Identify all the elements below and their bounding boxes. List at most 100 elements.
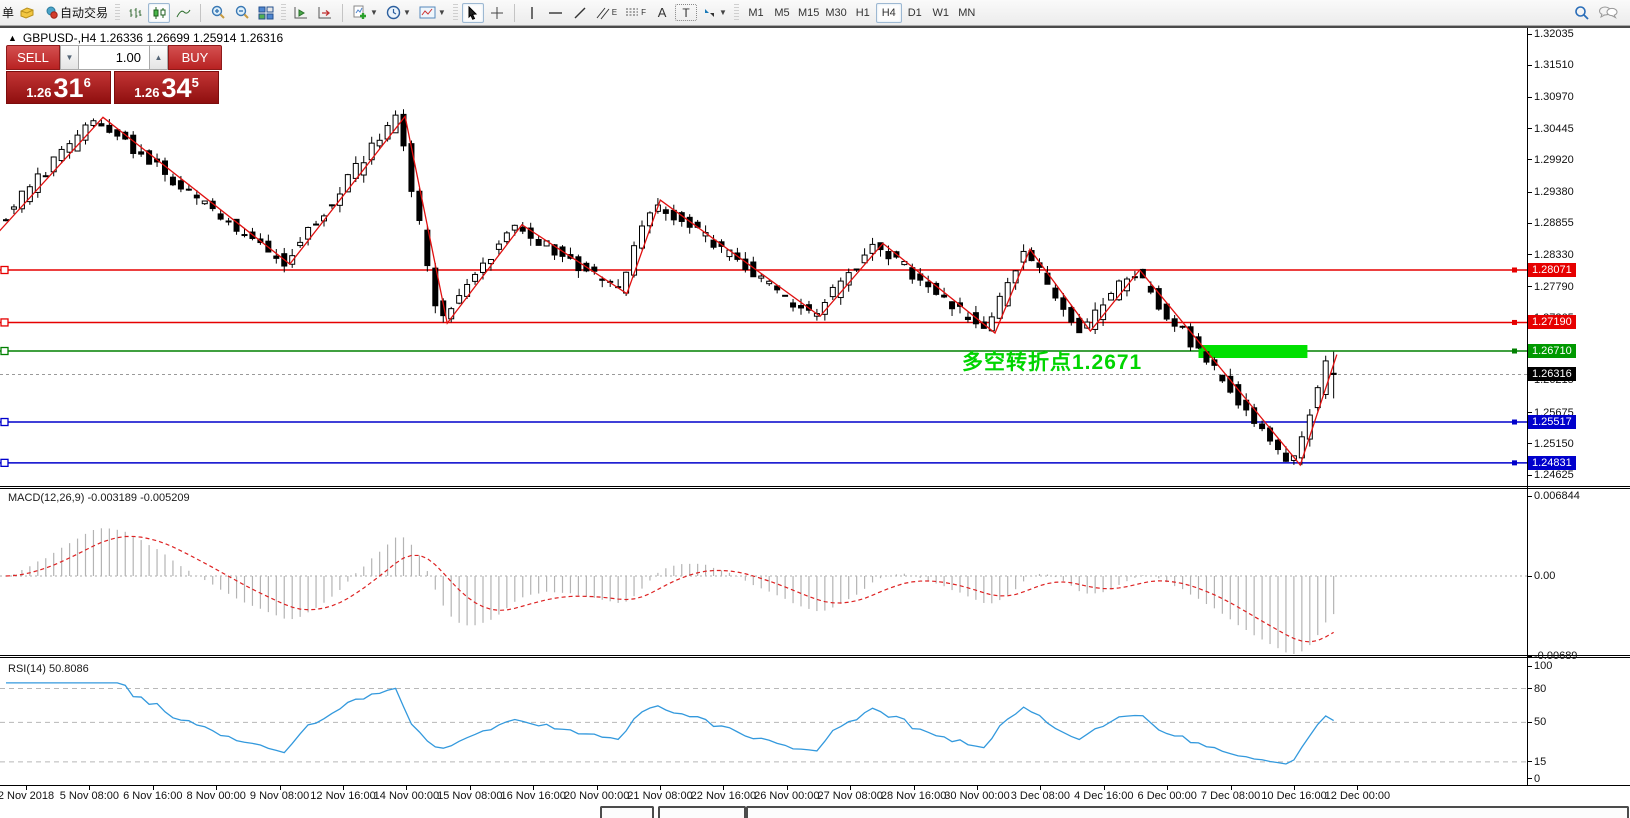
text-label-tool[interactable]: T: [675, 4, 698, 21]
zoom-in-button[interactable]: [207, 3, 229, 23]
main-chart-canvas[interactable]: [0, 27, 1527, 486]
candlestick-chart-icon: [153, 6, 166, 19]
buy-price-display[interactable]: 1.26 34 5: [114, 71, 219, 104]
chart-tab[interactable]: [746, 806, 1629, 818]
period-button[interactable]: ▼: [383, 3, 414, 23]
rsi-canvas[interactable]: [0, 659, 1527, 784]
chart-window-tabs: [0, 806, 1630, 818]
timeframe-m15[interactable]: M15: [797, 6, 820, 19]
x-axis-date-label: 30 Nov 00:00: [944, 790, 1010, 802]
chat-icon[interactable]: [1598, 5, 1618, 20]
x-axis-tick: [216, 786, 218, 790]
bar-chart-button[interactable]: [124, 3, 146, 23]
sell-price-big: 31: [53, 73, 84, 103]
timeframe-h4[interactable]: H4: [875, 2, 902, 23]
crosshair-button[interactable]: [486, 3, 508, 23]
volume-input[interactable]: 1.00: [79, 45, 149, 70]
dropdown-arrow-icon: ▼: [719, 8, 727, 17]
autotrading-button[interactable]: 自动交易: [40, 3, 111, 23]
pivot-annotation-text: 多空转折点1.2671: [962, 351, 1143, 374]
panel-separator[interactable]: [0, 657, 1630, 658]
x-axis-date-label: 7 Dec 08:00: [1200, 790, 1261, 802]
macd-axis-tick: [1527, 495, 1532, 497]
bar-chart-icon: [129, 7, 142, 18]
timeframe-m1[interactable]: M1: [748, 6, 764, 19]
y-axis-tick-label: 1.24625: [1534, 469, 1574, 482]
price-tag: 1.25517: [1528, 415, 1576, 430]
rsi-axis-tick: [1527, 761, 1532, 763]
zoom-out-button[interactable]: [231, 3, 253, 23]
x-axis-tick: [26, 786, 27, 790]
x-axis-date-label: 6 Nov 16:00: [123, 790, 183, 802]
zoom-in-icon: [211, 5, 225, 19]
timeframe-h1[interactable]: H1: [855, 6, 870, 19]
volume-up-button[interactable]: ▲: [149, 45, 168, 70]
x-axis-date-label: 14 Nov 00:00: [373, 790, 440, 802]
toolbar-handle: [733, 3, 739, 22]
autotrading-label: 自动交易: [60, 6, 109, 20]
buy-price-sup: 5: [191, 75, 199, 90]
new-chart-button[interactable]: ▼: [349, 3, 381, 23]
vertical-line-icon: [531, 6, 533, 19]
panel-separator[interactable]: [0, 655, 1630, 656]
trendline-tool[interactable]: [569, 3, 591, 23]
panel-separator[interactable]: [0, 486, 1630, 487]
toolbar-handle: [115, 3, 121, 22]
mailbox-icon[interactable]: [16, 3, 38, 23]
macd-axis-label: 0.00: [1534, 570, 1556, 582]
new-order-button[interactable]: 单: [2, 6, 15, 20]
y-axis-tick: [1527, 64, 1532, 66]
y-axis-tick-label: 1.28855: [1534, 217, 1574, 230]
x-axis-date-label: 20 Nov 00:00: [563, 790, 630, 802]
timeframe-d1[interactable]: D1: [907, 6, 922, 19]
line-chart-button[interactable]: [172, 3, 194, 23]
new-chart-icon: [353, 5, 367, 19]
x-axis-tick: [152, 786, 154, 790]
equidistant-channel-tool[interactable]: E: [593, 3, 620, 23]
x-axis-date-label: 16 Nov 16:00: [500, 790, 566, 802]
fibonacci-tool[interactable]: F: [622, 3, 649, 23]
rsi-axis-label: 50: [1534, 716, 1547, 729]
volume-down-button[interactable]: ▼: [60, 45, 79, 70]
timeframe-w1[interactable]: W1: [932, 6, 950, 19]
macd-canvas[interactable]: [0, 490, 1527, 654]
indicators-button[interactable]: ▼: [416, 3, 449, 23]
tile-windows-button[interactable]: [255, 3, 277, 23]
toolbar-separator: [200, 3, 202, 22]
x-axis-tick: [279, 786, 281, 790]
text-tool[interactable]: A: [657, 5, 667, 20]
x-axis-tick: [913, 786, 915, 790]
vertical-line-tool[interactable]: [521, 3, 543, 23]
search-icon[interactable]: [1574, 5, 1590, 21]
buy-button[interactable]: BUY: [168, 45, 222, 70]
collapse-trading-icon[interactable]: ▲: [8, 33, 17, 43]
y-axis-tick: [1527, 254, 1532, 256]
zoom-out-icon: [235, 5, 249, 19]
fibo-f-label: F: [641, 8, 647, 17]
rsi-name: RSI(14): [8, 663, 46, 675]
chart-tab[interactable]: [600, 806, 654, 818]
sell-price-display[interactable]: 1.26 31 6: [6, 71, 111, 104]
x-axis-date-label: 22 Nov 16:00: [690, 790, 757, 802]
auto-scroll-button[interactable]: [314, 3, 336, 23]
timeframe-m5[interactable]: M5: [774, 6, 790, 19]
dropdown-arrow-icon: ▼: [402, 8, 411, 17]
price-tag: 1.26710: [1528, 344, 1576, 358]
macd-label: MACD(12,26,9) -0.003189 -0.005209: [8, 492, 190, 504]
arrows-tool[interactable]: ▼: [699, 3, 730, 23]
chart-tab[interactable]: [658, 806, 746, 818]
x-axis-tick: [596, 786, 598, 790]
panel-separator[interactable]: [0, 488, 1630, 489]
horizontal-line-tool[interactable]: [545, 3, 567, 23]
timeframe-m30[interactable]: M30: [825, 6, 847, 19]
timeframe-mn[interactable]: MN: [958, 6, 976, 19]
fibonacci-icon: [626, 8, 639, 15]
cursor-button[interactable]: [461, 2, 484, 23]
sell-button[interactable]: SELL: [6, 45, 60, 70]
y-axis-tick: [1527, 191, 1532, 193]
auto-scroll-icon: [318, 6, 332, 18]
tile-windows-icon: [258, 6, 274, 19]
y-axis-tick: [1527, 412, 1532, 414]
candlestick-chart-button[interactable]: [148, 2, 171, 23]
chart-shift-button[interactable]: [290, 3, 312, 23]
